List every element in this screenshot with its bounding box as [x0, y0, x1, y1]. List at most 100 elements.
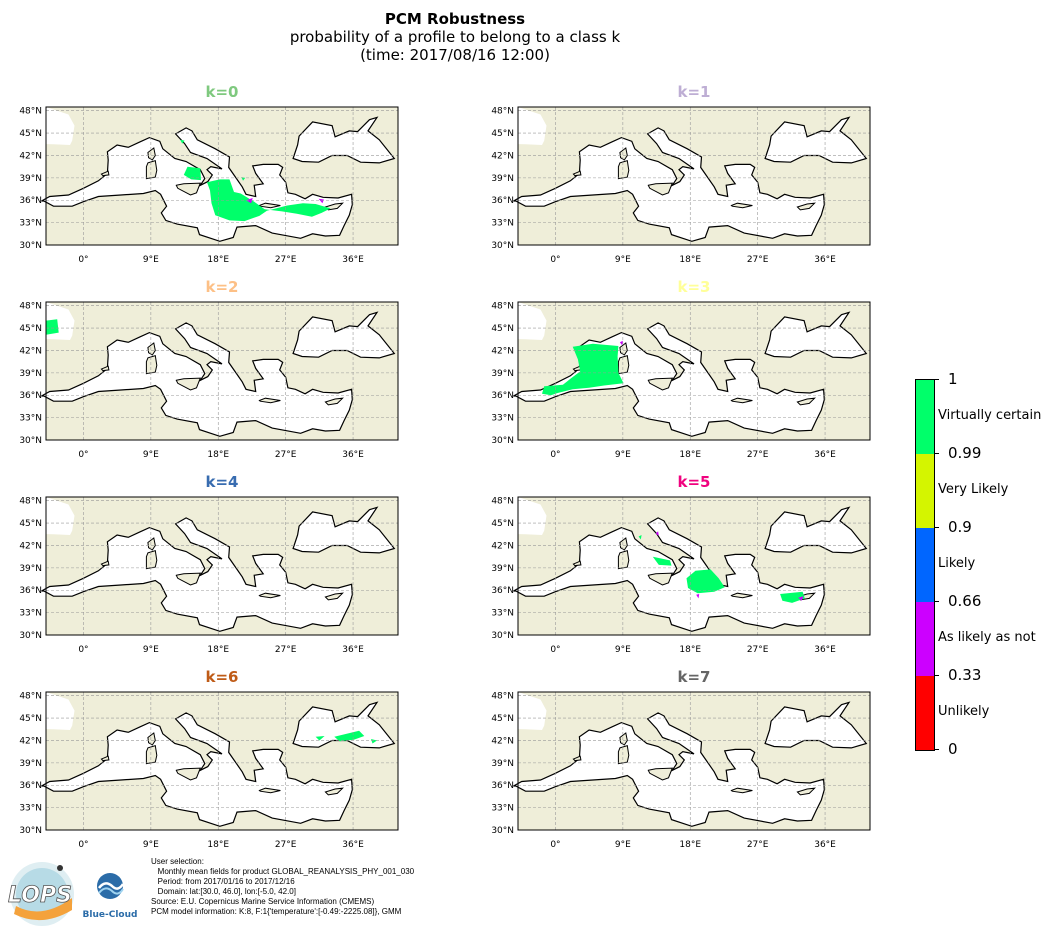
lon-tick-label: 36°E [814, 645, 836, 655]
lat-tick-label: 33°N [19, 414, 42, 424]
colorbar-tick-label: 0.33 [948, 666, 982, 684]
lat-tick-label: 48°N [19, 692, 42, 702]
lon-tick-label: 27°E [747, 450, 769, 460]
footer-info: User selection: Monthly mean fields for … [151, 857, 414, 917]
colorbar-tick-label: 0.9 [948, 518, 972, 536]
island [147, 147, 156, 161]
map-frame [517, 691, 871, 831]
lon-tick-label: 27°E [747, 645, 769, 655]
lat-tick-label: 33°N [491, 219, 514, 229]
lat-tick-label: 33°N [491, 414, 514, 424]
map-frame [45, 106, 399, 246]
lops-logo: LOPS [8, 862, 74, 926]
island [147, 342, 156, 356]
map-frame [45, 496, 399, 636]
island [619, 342, 628, 356]
lat-tick-label: 39°N [19, 759, 42, 769]
probability-patch [798, 596, 804, 601]
panel-title: k=6 [205, 668, 239, 686]
island [647, 572, 674, 586]
lat-tick-label: 30°N [19, 826, 42, 836]
lat-tick-label: 45°N [19, 519, 42, 529]
island [258, 787, 281, 794]
lon-tick-label: 0° [550, 840, 560, 850]
map-frame [45, 691, 399, 831]
island [175, 572, 202, 586]
island [730, 202, 753, 209]
island [147, 537, 156, 551]
island [147, 732, 156, 746]
lat-tick-label: 30°N [491, 436, 514, 446]
island [175, 767, 202, 781]
probability-patch [542, 343, 624, 396]
footer-line: Period: from 2017/01/16 to 2017/12/16 [151, 877, 295, 886]
lat-tick-label: 48°N [491, 497, 514, 507]
probability-patch [183, 166, 201, 181]
lat-tick-label: 42°N [491, 346, 514, 356]
island [796, 787, 816, 796]
black-sea [764, 311, 868, 359]
colorbar-tick-label: 1 [948, 370, 958, 388]
lat-tick-label: 36°N [491, 391, 514, 401]
lon-tick-label: 36°E [814, 255, 836, 265]
lat-tick-label: 30°N [491, 631, 514, 641]
lat-tick-label: 39°N [19, 369, 42, 379]
footer-line: PCM model information: K:8, F:1{'tempera… [151, 907, 402, 916]
footer-line: Source: E.U. Copernicus Marine Service I… [151, 897, 375, 906]
lat-tick-label: 36°N [19, 781, 42, 791]
colorbar-tick-label: 0 [948, 740, 958, 758]
lat-tick-label: 30°N [491, 241, 514, 251]
lon-tick-label: 9°E [615, 255, 631, 265]
probability-patch [318, 198, 324, 204]
colorbar-category-label: Very Likely [938, 482, 1009, 497]
lat-tick-label: 30°N [491, 826, 514, 836]
lat-tick-label: 48°N [19, 107, 42, 117]
island [647, 377, 674, 391]
lat-tick-label: 48°N [491, 692, 514, 702]
lat-tick-label: 42°N [19, 736, 42, 746]
island [258, 397, 281, 404]
island [324, 787, 344, 796]
lat-tick-label: 33°N [19, 804, 42, 814]
lon-tick-label: 27°E [747, 255, 769, 265]
figure-title: PCM Robustness [384, 10, 526, 28]
lon-tick-label: 18°E [679, 255, 701, 265]
footer-line: Monthly mean fields for product GLOBAL_R… [151, 867, 415, 876]
island [100, 170, 110, 177]
lat-tick-label: 42°N [19, 346, 42, 356]
lon-tick-label: 18°E [679, 450, 701, 460]
lon-tick-label: 18°E [207, 645, 229, 655]
lat-tick-label: 42°N [19, 541, 42, 551]
lat-tick-label: 48°N [19, 302, 42, 312]
lat-tick-label: 48°N [19, 497, 42, 507]
panel-title: k=5 [677, 473, 711, 491]
panel-title: k=3 [677, 278, 711, 296]
lat-tick-label: 45°N [19, 714, 42, 724]
island [796, 397, 816, 406]
bluecloud-logo-text: Blue-Cloud [83, 910, 138, 920]
island [617, 355, 630, 375]
lat-tick-label: 36°N [19, 586, 42, 596]
lat-tick-label: 48°N [491, 302, 514, 312]
atlantic-ocean [488, 692, 547, 830]
black-sea [764, 506, 868, 554]
lat-tick-label: 33°N [491, 609, 514, 619]
island [617, 160, 630, 180]
lon-tick-label: 9°E [143, 450, 159, 460]
footer-line: User selection: [151, 857, 204, 866]
panel-title: k=4 [205, 473, 239, 491]
map-frame [45, 301, 399, 441]
map-panel: 0° 9°E 18°E 27°E 36°E 48°N 45°N 42°N 39°N 36°N 33°… [16, 301, 399, 460]
probability-patch [46, 319, 59, 335]
lat-tick-label: 45°N [491, 714, 514, 724]
probability-patch [652, 556, 672, 566]
probability-patch [655, 531, 659, 536]
island [145, 745, 158, 765]
island [619, 147, 628, 161]
map-panel: 0° 9°E 18°E 27°E 36°E 48°N 45°N 42°N 39°N 36°N 33°… [488, 496, 871, 655]
black-sea [292, 311, 396, 359]
lon-tick-label: 36°E [342, 840, 364, 850]
island [324, 592, 344, 601]
probability-patch [780, 591, 805, 603]
lat-tick-label: 36°N [491, 781, 514, 791]
